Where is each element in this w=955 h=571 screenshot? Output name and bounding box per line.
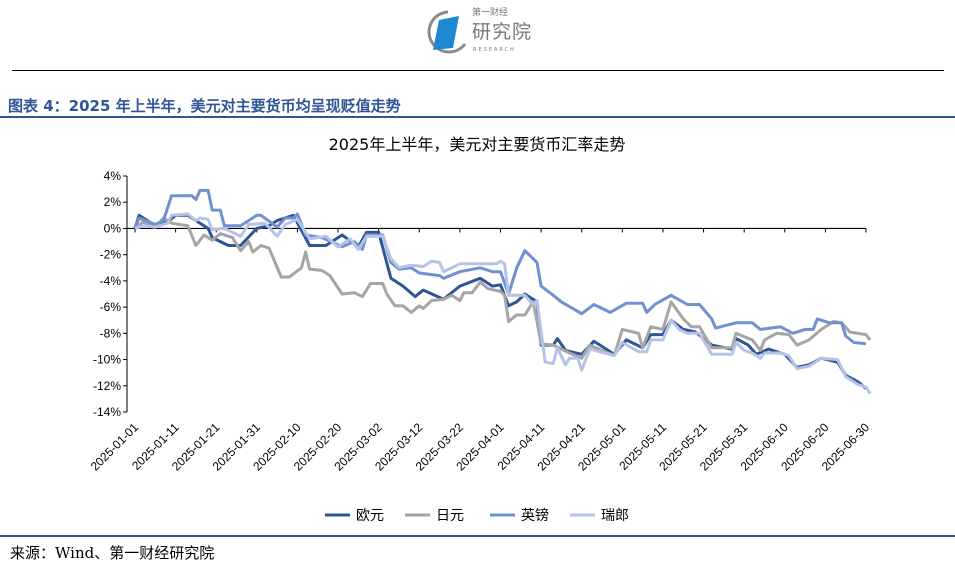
y-tick-label: -2% — [100, 248, 122, 262]
series-line-1 — [134, 216, 872, 360]
y-tick-label: 4% — [104, 169, 122, 183]
logo-sub-text: RESEARCH — [473, 47, 516, 53]
y-tick-label: 0% — [104, 221, 122, 235]
legend-label: 英镑 — [521, 507, 549, 524]
logo-emblem-icon — [427, 10, 467, 54]
chart-title: 2025年上半年，美元对主要货币汇率走势 — [329, 135, 626, 154]
logo: 第一财经 研究院 RESEARCH — [425, 8, 545, 60]
logo-text: 第一财经 研究院 RESEARCH — [472, 8, 544, 60]
legend-item: 瑞郎 — [570, 508, 629, 524]
series-line-2 — [133, 188, 867, 346]
legend-item: 英镑 — [490, 507, 549, 524]
series-line-3 — [134, 212, 872, 395]
header-divider — [12, 70, 944, 71]
legend-label: 欧元 — [356, 508, 384, 524]
legend-label: 日元 — [436, 508, 464, 524]
source-note: 来源：Wind、第一财经研究院 — [10, 544, 215, 562]
y-tick-label: -14% — [93, 405, 121, 419]
footer-divider — [0, 535, 955, 537]
legend: 欧元 日元 英镑 瑞郎 — [325, 507, 629, 524]
series-line-0 — [133, 213, 867, 390]
figure-title: 图表 4：2025 年上半年，美元对主要货币均呈现贬值走势 — [8, 97, 401, 115]
y-tick-label: -12% — [93, 379, 121, 393]
legend-item: 欧元 — [325, 508, 384, 524]
title-underline — [0, 116, 955, 118]
legend-label: 瑞郎 — [601, 508, 629, 524]
series-lines — [133, 188, 872, 395]
y-tick-label: -10% — [93, 353, 121, 367]
y-tick-label: -6% — [100, 300, 122, 314]
y-tick-label: 2% — [104, 195, 122, 209]
axes: 4%2%0%-2%-4%-6%-8%-10%-12%-14%2025-01-01… — [88, 169, 873, 474]
logo-top-text: 第一财经 — [472, 8, 509, 18]
legend-item: 日元 — [405, 508, 464, 524]
y-tick-label: -4% — [100, 274, 122, 288]
y-tick-label: -8% — [100, 326, 122, 340]
logo-main-text: 研究院 — [472, 21, 533, 43]
